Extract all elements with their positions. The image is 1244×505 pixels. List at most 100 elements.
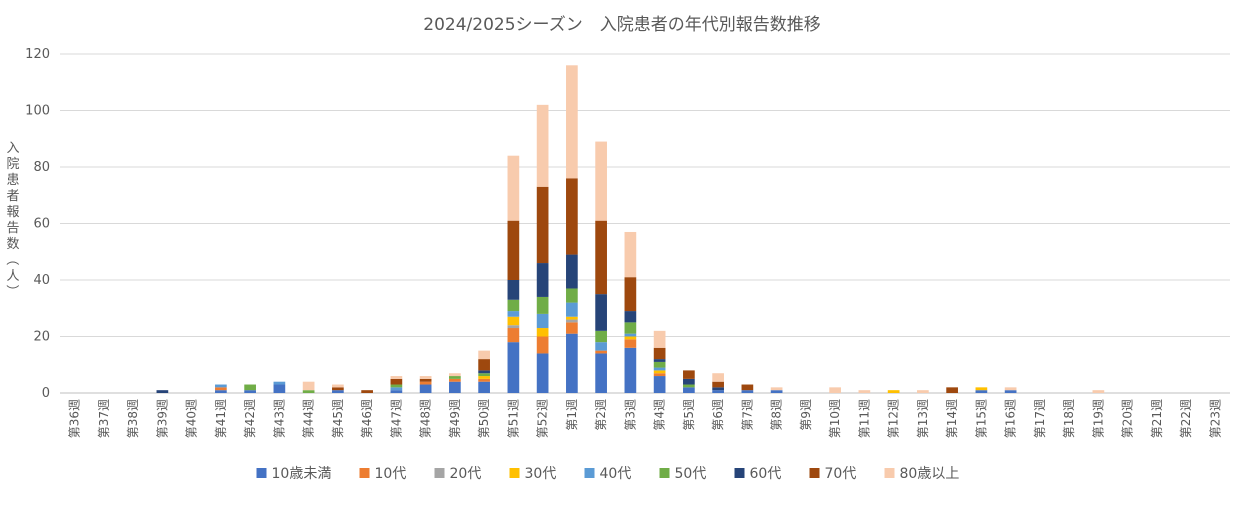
x-tick-label: 第50週: [477, 399, 491, 438]
bar-segment: [653, 361, 666, 368]
bar-segment: [887, 390, 900, 393]
bar-segment: [946, 387, 958, 393]
bar-segment: [478, 373, 490, 377]
bar-segment: [478, 376, 490, 379]
legend-swatch: [584, 468, 595, 478]
bar-segment: [566, 65, 578, 179]
y-tick-label: 120: [25, 47, 50, 62]
x-tick-label: 第17週: [1033, 399, 1047, 438]
x-tick-label: 第8週: [770, 399, 784, 431]
y-tick-label: 80: [33, 160, 50, 175]
legend: 10歳未満 10代 20代 30代 40代 50代 60代 70代 80歳以上: [256, 466, 960, 482]
gridlines: [60, 53, 1230, 394]
bar-segment: [419, 378, 432, 382]
bar-segment: [624, 277, 637, 312]
x-tick-label: 第46週: [360, 399, 374, 438]
bar-segment: [595, 220, 607, 295]
bar-segment: [770, 387, 783, 391]
bar-segment: [566, 302, 578, 317]
x-tick-label: 第10週: [828, 399, 842, 438]
x-tick-label: 第47週: [389, 399, 403, 438]
y-axis-label-char: 入: [6, 141, 19, 156]
legend-label: 80歳以上: [900, 466, 960, 482]
bar-segment: [536, 328, 549, 337]
legend-swatch: [659, 468, 670, 478]
x-tick-label: 第37週: [97, 399, 111, 438]
bar-segment: [244, 390, 256, 393]
x-tick-label: 第41週: [214, 399, 228, 438]
bar-segment: [653, 370, 666, 374]
legend-label: 30代: [525, 466, 557, 482]
bar-segment: [975, 390, 988, 393]
bar-segment: [332, 390, 344, 393]
legend-label: 20代: [450, 466, 482, 482]
legend-swatch: [434, 468, 445, 478]
x-tick-label: 第5週: [682, 399, 696, 431]
bar-segment: [478, 378, 490, 382]
bar-segment: [624, 336, 637, 340]
x-axis-ticks: 第36週 第37週 第38週 第39週 第40週 第41週 第42週 第43週 第44週 第45週…: [68, 399, 1223, 438]
bar-segment: [595, 141, 607, 221]
bar-segment: [507, 328, 520, 343]
bar-segment: [449, 378, 461, 382]
bar-segment: [215, 390, 227, 393]
bar-segment: [536, 336, 549, 354]
y-axis-label-char: （: [4, 252, 19, 265]
bar-segment: [566, 288, 578, 303]
bar-segment: [361, 390, 373, 393]
x-tick-label: 第39週: [155, 399, 169, 438]
legend-swatch: [734, 468, 745, 478]
y-tick-label: 20: [33, 330, 50, 345]
x-tick-label: 第4週: [653, 399, 667, 431]
bar-segment: [507, 316, 520, 326]
bar-segment: [536, 353, 549, 393]
bar-segment: [215, 387, 227, 391]
bar-segment: [683, 384, 695, 388]
legend-swatch: [809, 468, 820, 478]
y-axis-label-char: 者: [6, 189, 19, 204]
x-tick-label: 第22週: [1179, 399, 1193, 438]
bar-segment: [624, 322, 637, 334]
bar-segment: [741, 384, 754, 391]
bar-segment: [273, 381, 286, 385]
bar-segment: [741, 390, 754, 393]
x-tick-label: 第19週: [1091, 399, 1105, 438]
bar-segment: [624, 333, 637, 337]
bar-segment: [390, 384, 403, 388]
bar-segment: [595, 330, 607, 343]
y-axis-label-char: 告: [6, 221, 19, 236]
y-tick-label: 40: [33, 273, 50, 288]
bar-segment: [302, 381, 315, 391]
bar-segment: [478, 350, 490, 360]
bar-segment: [507, 325, 520, 329]
bar-segment: [595, 353, 607, 393]
y-tick-label: 60: [33, 217, 50, 232]
bar-segment: [683, 387, 695, 393]
bar-segment: [273, 384, 286, 393]
legend-label: 10歳未満: [272, 466, 332, 482]
bar-segment: [858, 390, 871, 393]
bar-segment: [624, 311, 637, 323]
x-tick-label: 第7週: [740, 399, 754, 431]
x-tick-label: 第52週: [536, 399, 550, 438]
bar-segment: [595, 294, 607, 331]
bar-segment: [507, 280, 520, 300]
bar-segment: [536, 186, 549, 264]
y-tick-label: 0: [42, 386, 50, 401]
bar-segment: [478, 359, 490, 371]
legend-label: 60代: [750, 466, 782, 482]
legend-label: 70代: [825, 466, 857, 482]
bar-segment: [536, 263, 549, 297]
bar-segment: [449, 376, 461, 379]
bar-segment: [653, 359, 666, 362]
bar-segment: [536, 313, 549, 329]
bar-segment: [302, 390, 315, 393]
bar-segment: [449, 373, 461, 377]
bar-segment: [712, 381, 724, 388]
bar-segment: [390, 376, 403, 379]
bar-segment: [507, 220, 520, 280]
legend-label: 50代: [675, 466, 707, 482]
chart-title: 2024/2025シーズン 入院患者の年代別報告数推移: [423, 15, 820, 35]
x-tick-label: 第45週: [331, 399, 345, 438]
